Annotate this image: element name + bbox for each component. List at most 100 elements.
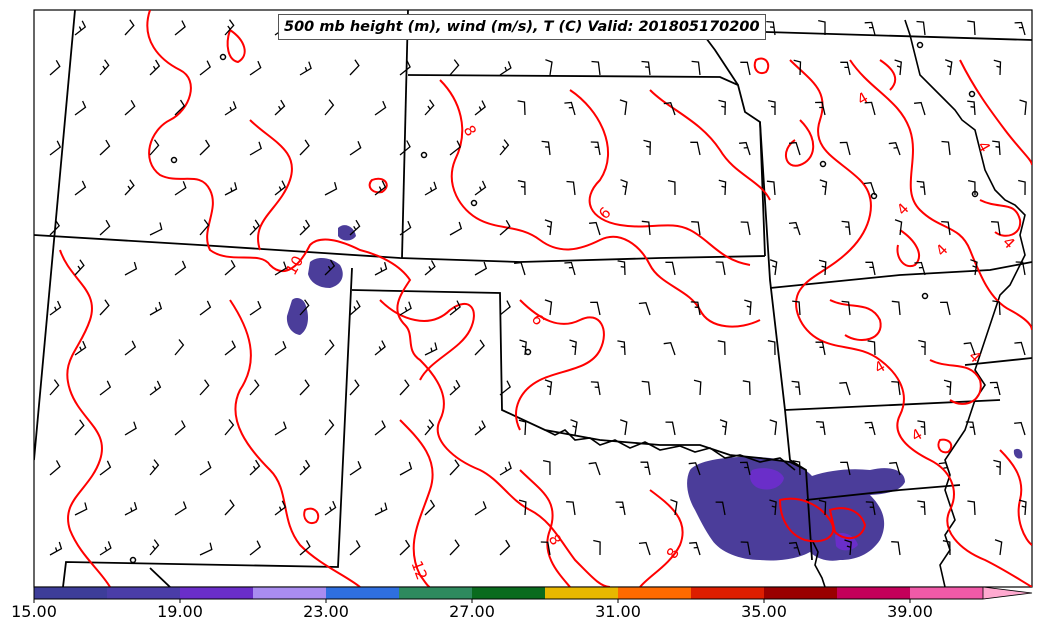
colorbar-tick-label: 31.00	[595, 602, 641, 621]
wind-barb	[174, 501, 187, 516]
wind-barb	[1018, 179, 1026, 196]
wind-barb	[518, 419, 527, 436]
wind-barb	[474, 180, 487, 196]
station-marker	[420, 151, 428, 159]
wind-barb	[124, 340, 137, 356]
wind-barb	[274, 421, 287, 436]
colorbar-segment	[326, 587, 400, 599]
wind-barb	[941, 140, 951, 156]
wind-barb	[124, 261, 138, 276]
wind-barb	[499, 539, 511, 556]
wind-barb	[474, 420, 486, 436]
colorbar-segment	[399, 587, 473, 599]
wind-barb	[619, 99, 628, 116]
station-marker	[819, 160, 827, 168]
colorbar-segment	[34, 587, 108, 599]
wind-barb	[918, 339, 926, 356]
wind-barb	[449, 140, 462, 156]
wind-barb	[374, 340, 386, 356]
colorbar-segment	[910, 587, 984, 599]
wind-barb	[124, 421, 137, 436]
wind-barb	[424, 419, 435, 436]
wind-barb	[593, 539, 601, 556]
wind-barb	[449, 59, 460, 76]
wind-shading-core	[750, 468, 784, 490]
wind-barb	[670, 499, 678, 516]
wind-barb	[965, 421, 976, 436]
wind-barb	[791, 380, 801, 396]
wind-barb	[994, 539, 1003, 556]
wind-barb	[818, 259, 827, 276]
wind-barb	[324, 259, 336, 276]
wind-barb	[74, 259, 85, 276]
river-line	[544, 429, 796, 471]
wind-barb	[299, 219, 311, 236]
wind-barb	[540, 541, 551, 556]
station-marker	[219, 53, 227, 61]
wind-barb	[970, 259, 978, 276]
wind-barb	[74, 180, 87, 196]
wind-barb	[99, 299, 110, 316]
wind-barb	[938, 461, 951, 476]
boundary-line	[964, 357, 1032, 366]
wind-barb	[99, 460, 112, 476]
wind-barb	[224, 499, 235, 516]
wind-barb	[199, 300, 212, 316]
wind-barb	[399, 140, 411, 156]
wind-barb	[942, 540, 951, 556]
temperature-contour	[368, 177, 388, 194]
wind-barb	[564, 261, 576, 276]
wind-barb	[793, 59, 802, 76]
boundary-line	[62, 267, 353, 587]
wind-barb	[274, 261, 287, 276]
wind-barb	[993, 59, 1002, 76]
wind-barb	[199, 139, 211, 156]
boundary-line	[34, 234, 766, 263]
wind-barb	[124, 19, 135, 36]
wind-barb	[719, 419, 728, 436]
temperature-contour	[753, 57, 770, 74]
wind-barb	[249, 219, 260, 236]
wind-barb	[49, 541, 63, 556]
wind-barb	[638, 541, 651, 556]
temperature-contour	[439, 79, 761, 328]
wind-barb	[99, 380, 112, 396]
wind-barb	[249, 540, 262, 556]
wind-barb	[499, 61, 512, 76]
temperature-contour	[879, 59, 897, 91]
colorbar-segment	[691, 587, 765, 599]
wind-barb	[324, 339, 335, 356]
wind-barb	[839, 141, 851, 156]
wind-barb	[993, 459, 1001, 476]
temperature-contour	[249, 119, 293, 251]
map-title: 500 mb height (m), wind (m/s), T (C) Val…	[278, 14, 766, 40]
wind-barb	[888, 141, 901, 156]
wind-barb	[174, 181, 187, 196]
wind-barb	[967, 179, 976, 196]
wind-barb	[424, 181, 437, 196]
wind-barb	[641, 60, 651, 76]
wind-barb	[992, 140, 1001, 156]
wind-barb	[916, 20, 926, 36]
temperature-contour	[519, 469, 571, 587]
wind-barb	[944, 59, 953, 76]
colorbar-segment	[545, 587, 619, 599]
wind-barb	[818, 499, 827, 516]
wind-barb	[715, 501, 726, 516]
wind-barb	[324, 419, 335, 436]
wind-barb	[891, 541, 901, 556]
wind-barb	[815, 341, 826, 356]
wind-barb	[518, 499, 527, 516]
wind-barb	[299, 459, 311, 476]
wind-barb	[399, 220, 412, 236]
wind-barb	[744, 299, 752, 316]
wind-barb	[517, 100, 526, 116]
wind-barb	[399, 379, 410, 396]
colorbar-outline	[33, 586, 983, 600]
wind-barb	[691, 221, 701, 236]
station-marker	[170, 156, 178, 164]
temperature-contour	[229, 299, 361, 587]
wind-barb	[769, 259, 778, 276]
wind-shading-region	[338, 225, 356, 241]
colorbar-segment	[253, 587, 327, 599]
